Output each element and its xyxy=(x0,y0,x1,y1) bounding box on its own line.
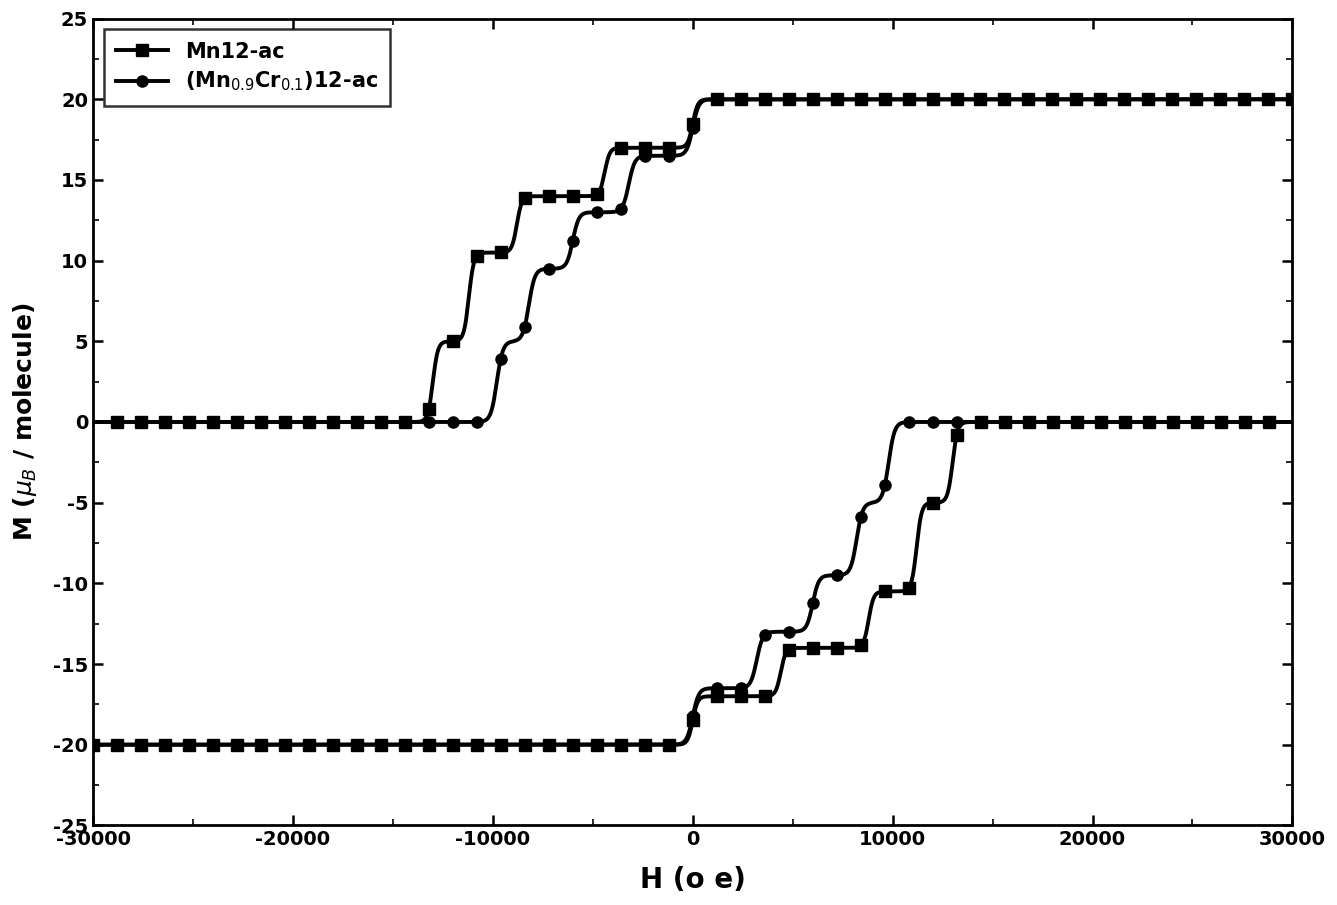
X-axis label: H (o e): H (o e) xyxy=(640,866,746,894)
Legend: Mn12-ac, (Mn$_{0.9}$Cr$_{0.1}$)12-ac: Mn12-ac, (Mn$_{0.9}$Cr$_{0.1}$)12-ac xyxy=(103,29,390,106)
Y-axis label: M ($\mu_B$ / molecule): M ($\mu_B$ / molecule) xyxy=(11,303,39,541)
